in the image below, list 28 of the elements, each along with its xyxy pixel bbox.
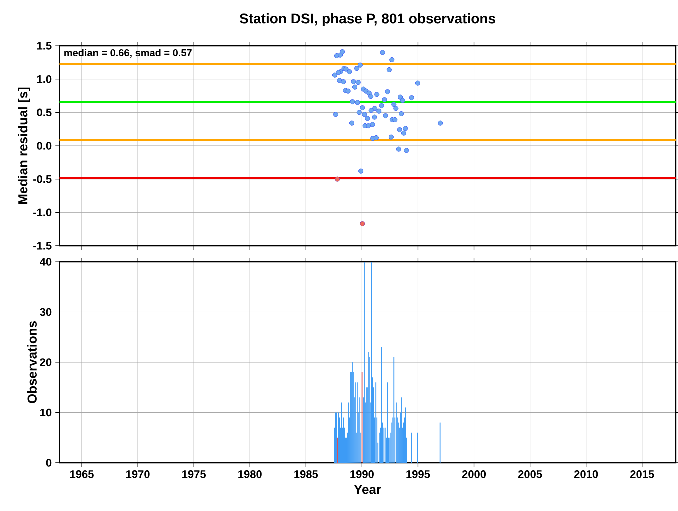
y-tick-label: 40 bbox=[40, 258, 52, 266]
x-tick-label: 2005 bbox=[518, 470, 542, 478]
y-tick-label: 1.0 bbox=[37, 75, 52, 84]
x-tick-label: 1980 bbox=[238, 470, 262, 478]
y-tick-label: 10 bbox=[40, 408, 52, 417]
x-axis-title: Year bbox=[354, 485, 382, 494]
x-tick-label: 1995 bbox=[406, 470, 430, 478]
y-tick-label: 0.5 bbox=[37, 108, 52, 117]
y-tick-label: 1.5 bbox=[37, 42, 52, 50]
y-tick-label: 30 bbox=[40, 308, 52, 316]
x-tick-label: 1985 bbox=[294, 470, 318, 478]
y-axis-title: Observations bbox=[27, 321, 37, 404]
x-tick-label: 1975 bbox=[182, 470, 206, 478]
y-axis-title: Median residual [s] bbox=[18, 88, 30, 204]
x-tick-label: 2000 bbox=[462, 470, 486, 478]
x-tick-label: 2015 bbox=[630, 470, 654, 478]
y-tick-label: 0 bbox=[46, 459, 52, 467]
x-tick-label: 1965 bbox=[70, 470, 94, 478]
annotation: median = 0.66, smad = 0.57 bbox=[64, 49, 192, 58]
y-tick-label: -1.0 bbox=[34, 208, 52, 217]
x-tick-label: 1990 bbox=[350, 470, 374, 478]
y-tick-label: -1.5 bbox=[34, 242, 52, 250]
y-tick-label: -0.5 bbox=[34, 175, 52, 184]
y-tick-label: 20 bbox=[40, 358, 52, 366]
x-tick-label: 1970 bbox=[126, 470, 150, 478]
chart-title: Station DSI, phase P, 801 observations bbox=[240, 13, 496, 26]
y-tick-label: 0.0 bbox=[37, 142, 52, 150]
x-tick-label: 2010 bbox=[574, 470, 598, 478]
